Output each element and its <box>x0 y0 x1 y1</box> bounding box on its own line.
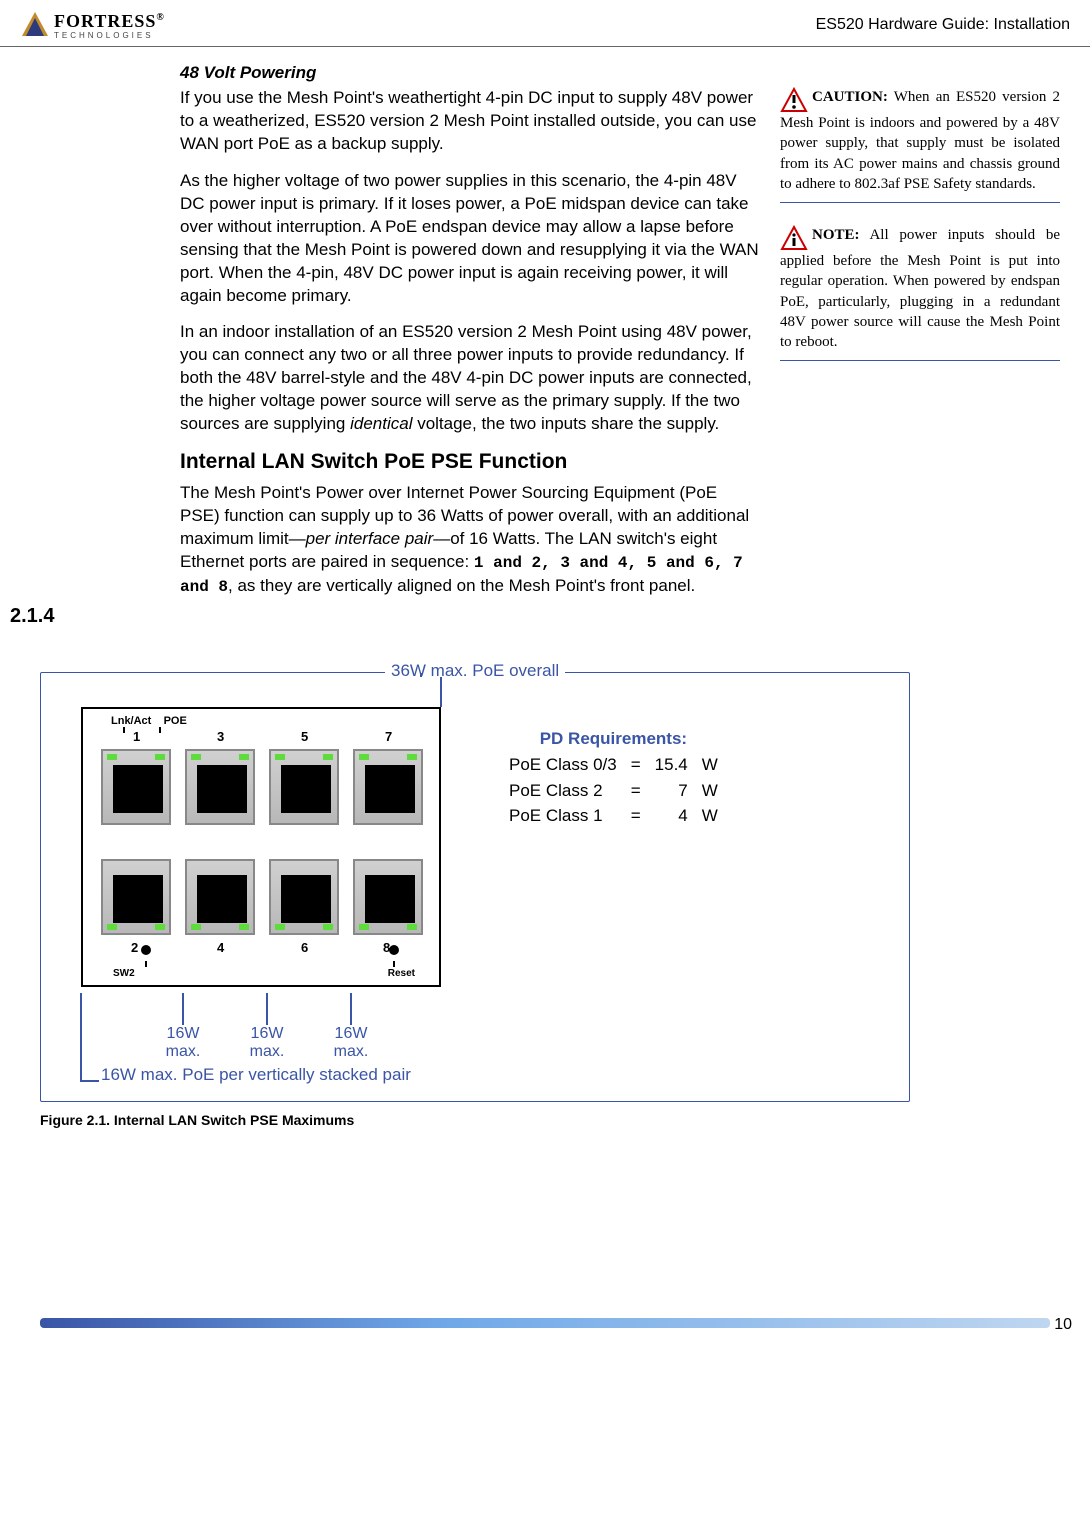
logo-icon <box>20 10 50 40</box>
paragraph-4: The Mesh Point's Power over Internet Pow… <box>180 482 760 598</box>
callout-divider-2 <box>780 360 1060 361</box>
logo-text: FORTRESS® <box>54 11 165 31</box>
port-label-2: 2 <box>131 940 138 955</box>
ethernet-port <box>101 749 171 825</box>
pair-max-3: 16W max. <box>321 1025 381 1060</box>
caution-icon <box>780 87 808 113</box>
reset-label: Reset <box>388 968 415 979</box>
side-column: CAUTION: When an ES520 version 2 Mesh Po… <box>780 63 1060 628</box>
paragraph-1: If you use the Mesh Point's weathertight… <box>180 87 760 156</box>
pd-row: PoE Class 0/3=15.4W <box>503 753 724 777</box>
page-number: 10 <box>1054 1316 1072 1334</box>
pd-title: PD Requirements: <box>501 727 726 751</box>
port-label-3: 3 <box>217 729 224 744</box>
figure-caption: Figure 2.1. Internal LAN Switch PSE Maxi… <box>40 1112 1090 1128</box>
page-header: FORTRESS® TECHNOLOGIES ES520 Hardware Gu… <box>0 0 1090 47</box>
port-label-5: 5 <box>301 729 308 744</box>
pd-table: PoE Class 0/3=15.4W PoE Class 2=7W PoE C… <box>501 751 726 830</box>
ethernet-port <box>269 749 339 825</box>
switch-panel: Lnk/Act POE 1 3 5 7 <box>81 707 441 987</box>
logo-subtext: TECHNOLOGIES <box>54 32 165 40</box>
left-margin: 2.1.4 <box>10 63 160 628</box>
paragraph-2: As the higher voltage of two power suppl… <box>180 170 760 308</box>
overall-label: 36W max. PoE overall <box>385 661 565 681</box>
note-callout: NOTE: All power inputs should be applied… <box>780 225 1060 352</box>
heading-2: Internal LAN Switch PoE PSE Function <box>180 450 760 474</box>
main-column: 48 Volt Powering If you use the Mesh Poi… <box>180 63 760 628</box>
section-number: 2.1.4 <box>10 603 160 628</box>
subheading-48v: 48 Volt Powering <box>180 63 760 83</box>
callout-divider <box>780 202 1060 203</box>
document-title: ES520 Hardware Guide: Installation <box>816 16 1070 34</box>
ethernet-port <box>185 859 255 935</box>
ethernet-port <box>353 859 423 935</box>
port-label-4: 4 <box>217 940 224 955</box>
pair-max-1: 16W max. <box>153 1025 213 1060</box>
led-legend: Lnk/Act POE <box>111 715 187 727</box>
sw2-dot <box>141 945 151 955</box>
pd-row: PoE Class 2=7W <box>503 779 724 803</box>
reset-dot <box>389 945 399 955</box>
ethernet-port <box>185 749 255 825</box>
pd-requirements: PD Requirements: PoE Class 0/3=15.4W PoE… <box>501 727 726 830</box>
port-label-7: 7 <box>385 729 392 744</box>
pair-max-2: 16W max. <box>237 1025 297 1060</box>
note-icon <box>780 225 808 251</box>
ethernet-port <box>269 859 339 935</box>
port-label-1: 1 <box>133 729 140 744</box>
logo: FORTRESS® TECHNOLOGIES <box>20 10 165 40</box>
sw2-label: SW2 <box>113 968 135 979</box>
ethernet-port <box>101 859 171 935</box>
port-row-bottom <box>101 859 423 935</box>
figure-frame: 36W max. PoE overall Lnk/Act POE <box>40 672 910 1102</box>
footer-bar <box>40 1318 1050 1328</box>
pair-bottom-label: 16W max. PoE per vertically stacked pair <box>101 1065 411 1085</box>
pd-row: PoE Class 1=4W <box>503 804 724 828</box>
ethernet-port <box>353 749 423 825</box>
page-body: 2.1.4 48 Volt Powering If you use the Me… <box>0 47 1090 658</box>
caution-callout: CAUTION: When an ES520 version 2 Mesh Po… <box>780 87 1060 194</box>
port-label-6: 6 <box>301 940 308 955</box>
figure-region: 36W max. PoE overall Lnk/Act POE <box>40 672 1090 1128</box>
port-row-top <box>101 749 423 825</box>
paragraph-3: In an indoor installation of an ES520 ve… <box>180 321 760 436</box>
